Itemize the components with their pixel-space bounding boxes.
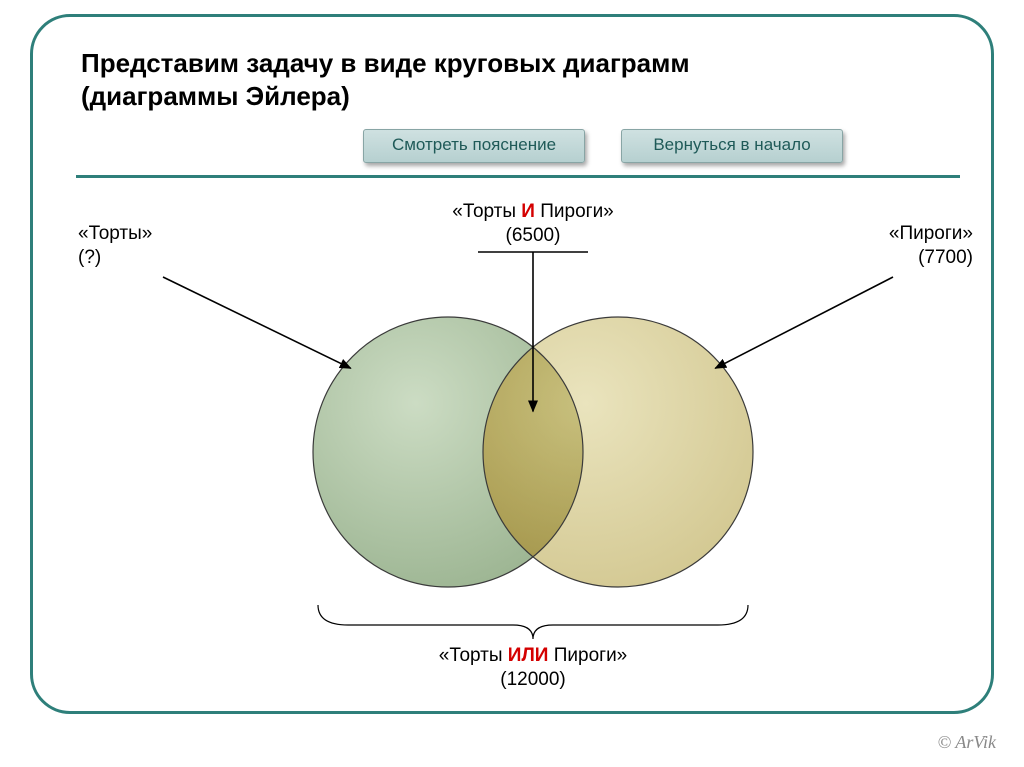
union-brace [318,605,748,639]
venn-svg [63,192,993,712]
heading-line-2: (диаграммы Эйлера) [81,81,350,111]
divider [76,175,960,178]
credit: © ArVik [938,732,997,753]
heading-line-1: Представим задачу в виде круговых диагра… [81,48,690,78]
arrow-right [715,277,893,368]
explain-button[interactable]: Смотреть пояснение [363,129,585,163]
venn-diagram: «Торты» (?) «Торты И Пироги» (6500) «Пир… [63,192,993,712]
arrow-left [163,277,351,368]
slide-frame: Представим задачу в виде круговых диагра… [30,14,994,714]
back-button[interactable]: Вернуться в начало [621,129,843,163]
credit-text: © ArVik [938,732,997,752]
page-title: Представим задачу в виде круговых диагра… [81,47,921,112]
